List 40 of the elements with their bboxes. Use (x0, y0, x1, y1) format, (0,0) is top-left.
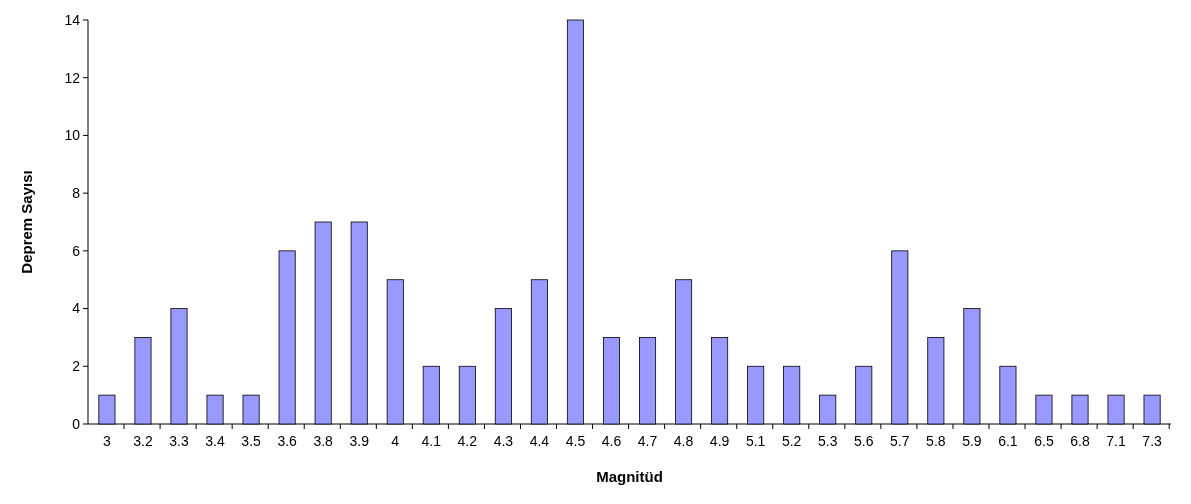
x-tick-label: 4.1 (421, 433, 442, 449)
x-tick-label: 6.8 (1070, 433, 1090, 449)
x-tick-label: 5.2 (781, 433, 802, 449)
x-tick-label: 6.5 (1034, 433, 1054, 449)
y-tick-label: 4 (72, 300, 81, 317)
x-tick-label: 4.9 (709, 433, 730, 449)
x-axis-title: Magnitüd (596, 468, 663, 485)
x-tick-label: 4.4 (529, 433, 550, 449)
x-tick-label: 4.8 (673, 433, 694, 449)
y-tick-label: 10 (64, 127, 81, 144)
x-tick-label: 7.3 (1142, 433, 1163, 449)
y-tick-label: 14 (64, 11, 81, 28)
x-tick-label: 3.9 (349, 433, 370, 449)
y-tick-label: 8 (72, 185, 81, 202)
x-tick-label: 4.2 (457, 433, 478, 449)
x-tick-label: 4.5 (565, 433, 586, 449)
x-tick-label: 4 (391, 433, 400, 449)
x-tick-label: 3.4 (205, 433, 225, 449)
x-tick-label: 6.1 (998, 433, 1018, 449)
x-tick-label: 5.7 (890, 433, 910, 449)
x-tick-label: 7.1 (1106, 433, 1126, 449)
x-tick-label: 3.3 (169, 433, 189, 449)
x-tick-label: 3.5 (241, 433, 262, 449)
y-tick-label: 0 (72, 415, 81, 432)
x-tick-label: 4.7 (637, 433, 658, 449)
x-tick-label: 5.6 (854, 433, 874, 449)
y-axis-title: Deprem Sayısı (18, 170, 35, 274)
x-tick-label: 3.8 (313, 433, 334, 449)
x-tick-label: 3.2 (133, 433, 153, 449)
y-tick-label: 2 (72, 358, 81, 375)
x-tick-label: 4.6 (601, 433, 622, 449)
x-tick-label: 5.8 (926, 433, 946, 449)
x-tick-label: 5.1 (745, 433, 766, 449)
y-tick-label: 6 (72, 242, 81, 259)
x-tick-label: 3 (103, 433, 112, 449)
x-tick-label: 5.9 (962, 433, 982, 449)
x-tick-label: 4.3 (493, 433, 514, 449)
x-tick-label: 5.3 (817, 433, 838, 449)
x-tick-label: 3.6 (277, 433, 298, 449)
y-tick-label: 12 (64, 69, 81, 86)
